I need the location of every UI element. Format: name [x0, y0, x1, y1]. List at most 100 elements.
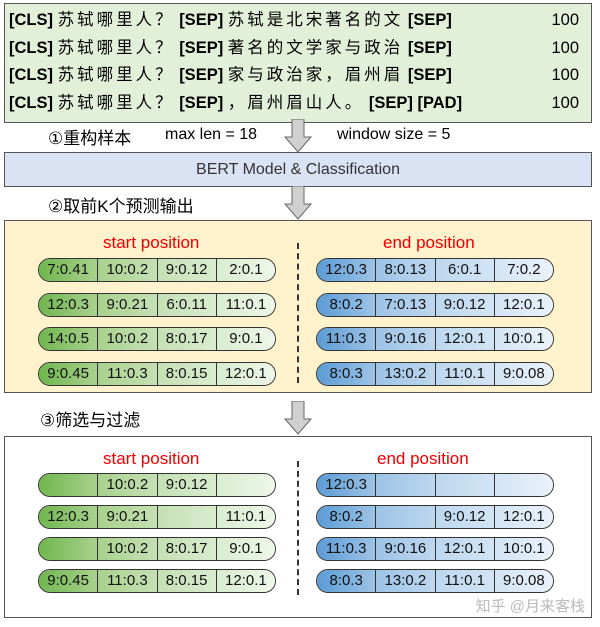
sequence-row: [CLS] 苏轼哪里人？ [SEP] 苏轼是北宋著名的文 [SEP] 100 [9, 7, 587, 34]
count: 100 [551, 38, 579, 57]
tail-tokens: [SEP] [PAD] [368, 93, 463, 112]
prediction-cell: 2:0.1 [216, 259, 275, 281]
prediction-cell: 9:0.45 [39, 362, 99, 385]
max-len-label: max len = 18 [165, 126, 258, 143]
prediction-cell: 7:0.13 [376, 293, 436, 316]
prediction-cell: 6:0.1 [435, 259, 495, 281]
prediction-cell: 8:0.3 [317, 570, 377, 592]
down-arrow-icon [284, 401, 312, 435]
count: 100 [551, 93, 579, 112]
prediction-cell [435, 474, 495, 496]
prediction-cell: 11:0.3 [317, 538, 377, 560]
prediction-cell: 9:0.16 [376, 328, 436, 350]
divider [297, 461, 299, 595]
step1-label: ①重构样本 [48, 129, 132, 148]
prediction-cell: 12:0.3 [39, 293, 99, 316]
prediction-cell: 8:0.17 [157, 538, 217, 560]
prediction-cell: 9:0.08 [494, 570, 553, 592]
window-size-label: window size = 5 [337, 126, 451, 143]
sequence-row: [CLS] 苏轼哪里人？ [SEP] ，眉州眉山人。 [SEP] [PAD] 1… [9, 90, 587, 117]
prediction-cell: 12:0.1 [494, 293, 553, 316]
prediction-cell: 12:0.1 [216, 362, 275, 385]
start-position-row: 12:0.3 9:0.21 11:0.1 [38, 505, 276, 529]
prediction-cell: 9:0.12 [157, 474, 217, 496]
start-position-row: 9:0.45 11:0.3 8:0.15 12:0.1 [38, 569, 276, 593]
prediction-cell: 9:0.12 [157, 259, 217, 281]
start-position-row: 10:0.2 9:0.12 [38, 473, 276, 497]
prediction-cell: 10:0.2 [98, 474, 158, 496]
question-text: 苏轼哪里人？ [57, 38, 175, 57]
start-position-row: 7:0.41 10:0.2 9:0.12 2:0.1 [38, 258, 276, 282]
prediction-cell: 6:0.11 [157, 293, 217, 316]
prediction-cell: 8:0.2 [317, 506, 377, 528]
context-text: 家与政治家，眉州眉 [227, 66, 404, 84]
prediction-cell: 11:0.1 [435, 570, 495, 592]
prediction-cell: 13:0.2 [376, 362, 436, 385]
prediction-cell: 13:0.2 [376, 570, 436, 592]
prediction-cell: 9:0.21 [98, 293, 158, 316]
prediction-cell: 10:0.2 [98, 538, 158, 560]
sep-token: [SEP] [179, 66, 224, 84]
tail-tokens: [SEP] [407, 66, 452, 84]
prediction-cell: 9:0.45 [39, 570, 99, 592]
prediction-cell: 12:0.1 [494, 506, 553, 528]
step3-label: ③筛选与过滤 [40, 411, 141, 430]
sep-token: [SEP] [179, 11, 224, 29]
prediction-cell [494, 474, 553, 496]
end-position-row: 8:0.3 13:0.2 11:0.1 9:0.08 [316, 569, 554, 593]
context-text: ，眉州眉山人。 [227, 93, 365, 112]
prediction-cell: 11:0.3 [98, 362, 158, 385]
end-position-header: end position [377, 449, 469, 468]
prediction-cell [157, 506, 217, 528]
question-text: 苏轼哪里人？ [57, 66, 175, 84]
start-position-row: 12:0.3 9:0.21 6:0.11 11:0.1 [38, 292, 276, 317]
prediction-cell [39, 538, 99, 560]
cls-token: [CLS] [9, 93, 53, 112]
cls-token: [CLS] [9, 66, 53, 84]
end-position-row: 11:0.3 9:0.16 12:0.1 10:0.1 [316, 537, 554, 561]
cls-token: [CLS] [9, 38, 53, 57]
prediction-cell: 12:0.1 [435, 538, 495, 560]
prediction-cell: 11:0.1 [435, 362, 495, 385]
prediction-cell: 12:0.3 [39, 506, 99, 528]
cls-token: [CLS] [9, 11, 53, 29]
prediction-cell [376, 474, 436, 496]
end-position-header: end position [383, 233, 475, 252]
question-text: 苏轼哪里人？ [57, 11, 175, 29]
prediction-cell: 11:0.3 [317, 328, 377, 350]
prediction-cell: 9:0.08 [494, 362, 553, 385]
prediction-cell: 12:0.3 [317, 474, 377, 496]
prediction-cell: 9:0.12 [435, 293, 495, 316]
sep-token: [SEP] [179, 93, 224, 112]
start-position-row: 9:0.45 11:0.3 8:0.15 12:0.1 [38, 361, 276, 386]
sequence-row: [CLS] 苏轼哪里人？ [SEP] 著名的文学家与政治 [SEP] 100 [9, 35, 587, 62]
prediction-cell: 9:0.12 [435, 506, 495, 528]
prediction-cell: 11:0.1 [216, 293, 275, 316]
prediction-cell: 8:0.17 [157, 328, 217, 350]
prediction-cell: 11:0.1 [216, 506, 275, 528]
start-position-row: 14:0.5 10:0.2 8:0.17 9:0.1 [38, 327, 276, 351]
bert-model-box: BERT Model & Classification [4, 152, 592, 187]
prediction-cell [376, 506, 436, 528]
question-text: 苏轼哪里人？ [57, 93, 175, 112]
topk-panel: start position end position 7:0.41 10:0.2… [4, 220, 592, 393]
sequence-row: [CLS] 苏轼哪里人？ [SEP] 家与政治家，眉州眉 [SEP] 100 [9, 62, 587, 89]
watermark: 知乎 @月来客栈 [475, 598, 585, 615]
context-text: 著名的文学家与政治 [227, 38, 404, 57]
start-position-row: 10:0.2 8:0.17 9:0.1 [38, 537, 276, 561]
down-arrow-icon [284, 186, 312, 220]
down-arrow-icon [284, 119, 312, 153]
context-text: 苏轼是北宋著名的文 [227, 11, 404, 29]
end-position-row: 12:0.3 8:0.13 6:0.1 7:0.2 [316, 258, 554, 282]
end-position-row: 8:0.2 9:0.12 12:0.1 [316, 505, 554, 529]
end-position-row: 11:0.3 9:0.16 12:0.1 10:0.1 [316, 327, 554, 351]
prediction-cell: 9:0.16 [376, 538, 436, 560]
prediction-cell: 10:0.1 [494, 328, 553, 350]
end-position-row: 12:0.3 [316, 473, 554, 497]
count: 100 [551, 11, 579, 29]
prediction-cell: 8:0.2 [317, 293, 377, 316]
prediction-cell [216, 474, 275, 496]
prediction-cell: 12:0.1 [435, 328, 495, 350]
prediction-cell: 7:0.2 [494, 259, 553, 281]
prediction-cell: 8:0.13 [376, 259, 436, 281]
